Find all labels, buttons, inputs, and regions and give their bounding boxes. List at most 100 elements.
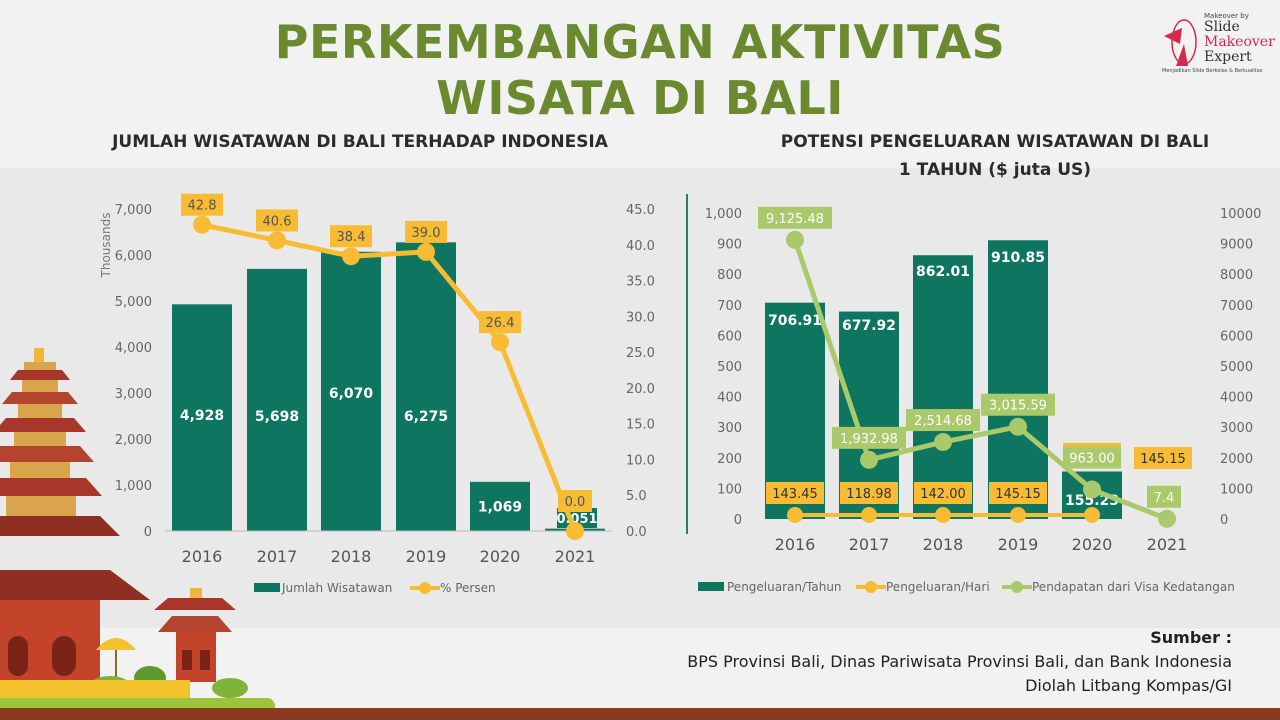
line-visa-label: 3,015.59 bbox=[989, 399, 1047, 414]
line-visa-point bbox=[786, 230, 804, 249]
x-tick-label: 2020 bbox=[1072, 535, 1113, 554]
y-axis-label: Thousands bbox=[99, 213, 113, 279]
x-tick-label: 2018 bbox=[331, 547, 372, 566]
line-visa-point bbox=[934, 433, 952, 452]
y2-tick-label: 4000 bbox=[1220, 391, 1253, 406]
line-visa-label: 1,932.98 bbox=[840, 432, 898, 447]
y-tick-label: 2,000 bbox=[115, 433, 152, 448]
legend-swatch-tahun bbox=[698, 582, 724, 591]
source-line2: Diolah Litbang Kompas/GI bbox=[1025, 676, 1232, 695]
y-tick-label: 500 bbox=[717, 360, 742, 375]
x-tick-label: 2017 bbox=[849, 535, 890, 554]
grass-strip bbox=[0, 698, 275, 710]
y2-tick-label: 8000 bbox=[1220, 268, 1253, 283]
line-visa-label-box bbox=[1147, 485, 1181, 508]
bar-value-label: 862.01 bbox=[916, 264, 970, 280]
y2-tick-label: 1000 bbox=[1220, 482, 1253, 497]
bar-jumlah-wisatawan bbox=[247, 268, 307, 531]
y-tick-label: 400 bbox=[717, 391, 742, 406]
y-tick-label: 100 bbox=[717, 482, 742, 497]
line-visa-label: 963.00 bbox=[1069, 452, 1115, 467]
y2-tick-label: 10.0 bbox=[626, 453, 655, 468]
y-tick-label: 600 bbox=[717, 329, 742, 344]
tourist-count-chart: 0 1,000 2,000 3,000 4,000 5,000 6,000 7,000 0.0 5… bbox=[99, 193, 655, 595]
source-heading: Sumber : bbox=[1150, 628, 1232, 647]
line-persen-label: 42.8 bbox=[188, 199, 217, 214]
bar-jumlah-wisatawan bbox=[321, 251, 381, 531]
legend-marker-hari bbox=[865, 581, 877, 593]
y-tick-label: 3,000 bbox=[115, 387, 152, 402]
line-pengeluaran-hari-point bbox=[1084, 507, 1100, 523]
legend-label-tahun: Pengeluaran/Tahun bbox=[727, 580, 842, 594]
y2-tick-label: 0 bbox=[1220, 513, 1228, 528]
y2-tick-label: 6000 bbox=[1220, 329, 1253, 344]
line-visa-point bbox=[1009, 417, 1027, 436]
page-title: PERKEMBANGAN AKTIVITAS WISATA DI BALI bbox=[0, 14, 1280, 126]
bar-value-label: 706.91 bbox=[768, 313, 822, 329]
bar-value-label: 677.92 bbox=[842, 318, 896, 334]
page-title-line1: PERKEMBANGAN AKTIVITAS bbox=[274, 15, 1006, 69]
y-tick-label: 700 bbox=[717, 299, 742, 314]
line-pengeluaran-hari-label: 145.15 bbox=[995, 487, 1041, 502]
line-persen-label-box bbox=[405, 220, 447, 243]
y2-tick-label: 30.0 bbox=[626, 310, 655, 325]
line-visa-label-box bbox=[832, 426, 906, 449]
y-tick-label: 4,000 bbox=[115, 341, 152, 356]
y-tick-label: 1,000 bbox=[115, 479, 152, 494]
line-visa bbox=[792, 238, 1168, 522]
bar-value-label: 6,070 bbox=[329, 386, 374, 402]
legend-label-hari: Pengeluaran/Hari bbox=[886, 580, 990, 594]
right-chart-title-line2: 1 TAHUN ($ juta US) bbox=[898, 160, 1092, 180]
slide-makeover-logo: Makeover by Slide Makeover Expert Menjad… bbox=[1162, 10, 1275, 80]
left-chart-title: JUMLAH WISATAWAN DI BALI TERHADAP INDONE… bbox=[112, 132, 608, 152]
line-visa-point bbox=[1083, 480, 1101, 499]
line-visa-label: 2,514.68 bbox=[914, 414, 972, 429]
source-line1: BPS Provinsi Bali, Dinas Pariwisata Prov… bbox=[687, 652, 1232, 671]
bar-value-label: 6,275 bbox=[404, 409, 448, 425]
line-pengeluaran-hari-label-box bbox=[840, 482, 898, 504]
x-tick-label: 2016 bbox=[775, 535, 816, 554]
legend-label-visa: Pendapatan dari Visa Kedatangan bbox=[1032, 580, 1235, 594]
y2-tick-label: 0.0 bbox=[626, 525, 647, 540]
line-pengeluaran-hari-label: 143.45 bbox=[772, 487, 818, 502]
right-chart-title-line1: POTENSI PENGELUARAN WISATAWAN DI BALI bbox=[780, 132, 1210, 152]
line-persen-point bbox=[342, 247, 360, 266]
y-tick-label: 200 bbox=[717, 452, 742, 467]
legend-label-jumlah: Jumlah Wisatawan bbox=[281, 581, 392, 595]
logo-tagline: Menjadikan Slide Berkelas & Berkualitas bbox=[1162, 68, 1263, 74]
y2-tick-label: 15.0 bbox=[626, 418, 655, 433]
y-tick-label: 800 bbox=[717, 268, 742, 283]
line-persen-label: 0.0 bbox=[565, 495, 586, 510]
footer-bar bbox=[0, 708, 1280, 720]
y2-tick-label: 5.0 bbox=[626, 489, 647, 504]
line-persen-point bbox=[566, 522, 584, 540]
line-visa-label-box bbox=[1063, 446, 1121, 469]
bar-pengeluaran-tahun bbox=[988, 240, 1048, 519]
x-tick-label: 2021 bbox=[1147, 535, 1188, 554]
line-persen-label-box bbox=[256, 209, 298, 232]
x-tick-label: 2018 bbox=[923, 535, 964, 554]
line-persen-label-box bbox=[479, 311, 521, 334]
y2-tick-label: 2000 bbox=[1220, 452, 1253, 467]
line-visa-label-box bbox=[906, 409, 980, 432]
line-visa-point bbox=[860, 450, 878, 469]
tourist-spending-chart: 0 100 200 300 400 500 600 700 800 900 1,000 0 1000 20… bbox=[698, 206, 1261, 594]
bar-value-label: 5,698 bbox=[255, 409, 299, 425]
y-tick-label: 6,000 bbox=[115, 249, 152, 264]
line-pengeluaran-hari-label-box bbox=[766, 482, 824, 504]
chart-divider bbox=[686, 194, 688, 534]
line-persen-point bbox=[491, 333, 509, 352]
y-tick-label: 1,000 bbox=[705, 207, 742, 222]
x-tick-label: 2019 bbox=[406, 547, 447, 566]
line-persen-label-box bbox=[558, 490, 592, 512]
line-visa-point bbox=[1158, 509, 1176, 528]
line-persen-label: 26.4 bbox=[486, 316, 515, 331]
x-tick-label: 2020 bbox=[480, 547, 521, 566]
y-tick-label: 7,000 bbox=[115, 203, 152, 218]
line-persen-point bbox=[417, 242, 435, 261]
y2-tick-label: 40.0 bbox=[626, 239, 655, 254]
logo-line3: Expert bbox=[1204, 49, 1252, 65]
line-persen-point bbox=[193, 215, 211, 234]
umbrella-icon bbox=[96, 638, 136, 690]
y2-tick-label: 9000 bbox=[1220, 238, 1253, 253]
